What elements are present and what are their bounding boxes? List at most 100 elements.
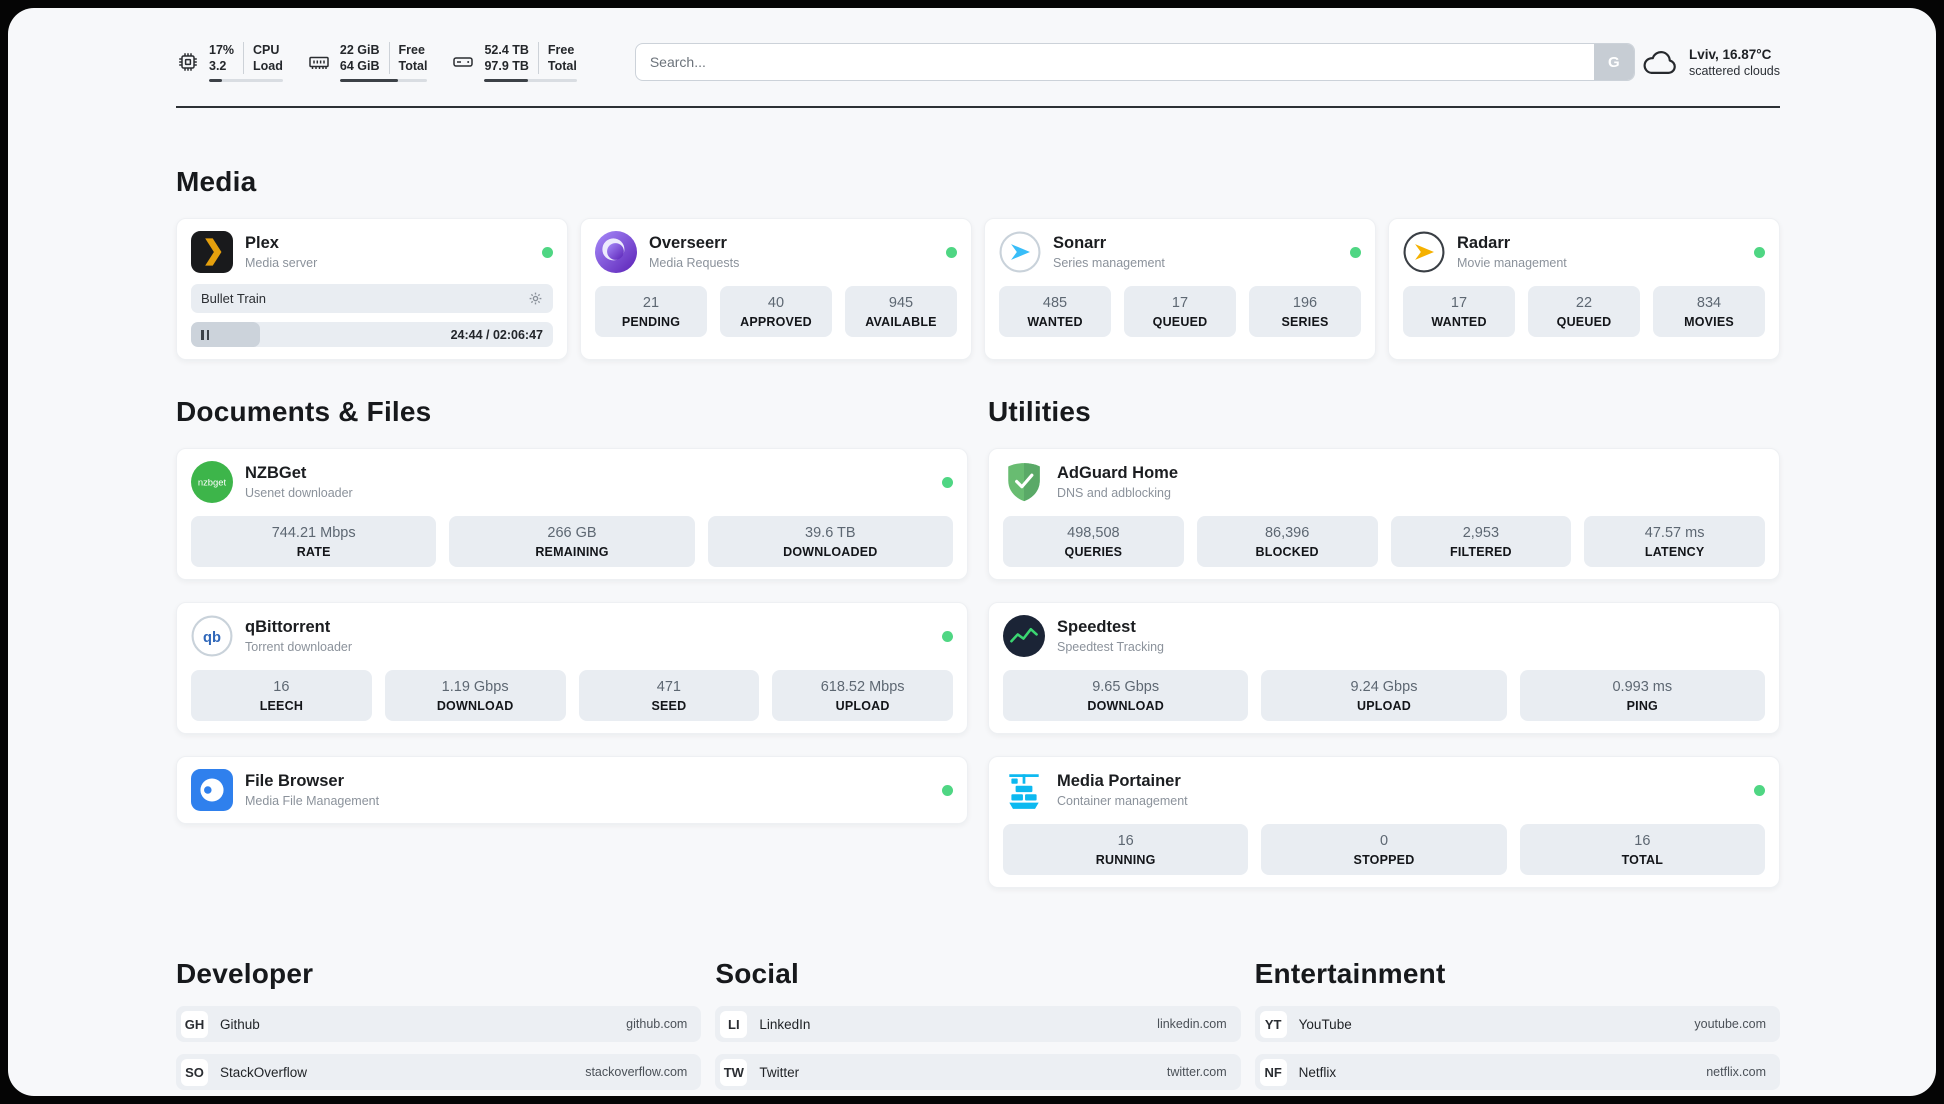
stat-value: 498,508 — [1067, 525, 1120, 541]
stat-ping: 0.993 ms PING — [1519, 670, 1765, 721]
stat-pending: 21 PENDING — [595, 286, 707, 337]
stat-label: DOWNLOAD — [436, 699, 514, 713]
stat-value: 47.57 ms — [1644, 525, 1705, 541]
stat-label: MOVIES — [1684, 315, 1734, 329]
stat-value: 266 GB — [547, 525, 597, 541]
cpu-load-label: Load — [243, 58, 283, 74]
cpu-load-value: 3.2 — [209, 59, 227, 73]
cpu-chip-icon — [179, 53, 197, 71]
app-subtitle: Usenet downloader — [245, 486, 353, 500]
stat-value: 834 — [1696, 295, 1722, 311]
plex-card[interactable]: Plex Media server Bullet Train 24:44 / 0 — [176, 218, 568, 360]
stat-approved: 40 APPROVED — [720, 286, 832, 337]
section-title-developer: Developer — [176, 958, 314, 989]
portainer-card[interactable]: Media Portainer Container management 16 … — [988, 756, 1780, 888]
now-playing-bar: Bullet Train — [191, 284, 553, 313]
stat-queued: 22 QUEUED — [1528, 286, 1640, 337]
svg-text:qb: qb — [203, 630, 221, 646]
stat-label: LATENCY — [1644, 545, 1705, 559]
stat-latency: 47.57 ms LATENCY — [1584, 516, 1765, 567]
stat-value: 485 — [1042, 295, 1068, 311]
stat-value: 22 — [1575, 295, 1593, 311]
app-name: qBittorrent — [245, 618, 331, 636]
disk-progress-fill — [484, 79, 528, 82]
adguard-shield-icon — [1003, 461, 1045, 503]
ram-icon — [309, 56, 329, 69]
bookmark-url: twitter.com — [1166, 1065, 1227, 1079]
nzbget-card[interactable]: nzbget NZBGet Usenet downloader 744.21 M… — [176, 448, 968, 580]
stat-label: DOWNLOAD — [1087, 699, 1164, 713]
app-subtitle: Container management — [1057, 794, 1188, 808]
bookmark-name: StackOverflow — [220, 1064, 308, 1080]
qbittorrent-card[interactable]: qb qBittorrent Torrent downloader 16 — [176, 602, 968, 734]
overseerr-card[interactable]: Overseerr Media Requests 21 PENDING 40 A… — [580, 218, 972, 360]
stat-value: 2,953 — [1462, 525, 1500, 541]
bookmark-linkedin[interactable]: LI LinkedIn linkedin.com — [715, 1006, 1241, 1042]
portainer-icon — [1003, 769, 1045, 811]
app-subtitle: Media File Management — [245, 794, 380, 808]
top-bar: 17% CPU 3.2 Load 22 Gi — [176, 42, 1780, 82]
app-name: Plex — [245, 234, 279, 252]
bookmark-url: netflix.com — [1706, 1065, 1766, 1079]
stat-value: 17 — [1450, 295, 1468, 311]
overseerr-icon — [595, 231, 637, 273]
svg-text:nzbget: nzbget — [198, 478, 227, 489]
gear-icon[interactable] — [528, 291, 543, 306]
bookmark-name: Netflix — [1298, 1064, 1337, 1080]
stat-label: WANTED — [1027, 315, 1083, 329]
media-grid: Plex Media server Bullet Train 24:44 / 0 — [176, 218, 1780, 360]
stat-value: 21 — [642, 295, 660, 311]
bookmark-url: linkedin.com — [1157, 1017, 1227, 1031]
sonarr-icon — [999, 231, 1041, 273]
filebrowser-card[interactable]: File Browser Media File Management — [176, 756, 968, 824]
bookmark-github[interactable]: GH Github github.com — [176, 1006, 702, 1042]
ram-free-label: Free — [388, 42, 428, 58]
speedtest-icon — [1003, 615, 1045, 657]
speedtest-card[interactable]: Speedtest Speedtest Tracking 9.65 Gbps D… — [988, 602, 1780, 734]
bookmark-name: Twitter — [759, 1064, 800, 1080]
stat-rate: 744.21 Mbps RATE — [191, 516, 437, 567]
bookmark-badge: YT — [1259, 1010, 1287, 1038]
cpu-widget: 17% CPU 3.2 Load — [176, 42, 283, 82]
sonarr-card[interactable]: Sonarr Series management 485 WANTED 17 Q… — [984, 218, 1376, 360]
stat-label: APPROVED — [740, 315, 812, 329]
bookmark-url: youtube.com — [1694, 1017, 1766, 1031]
stat-value: 1.19 Gbps — [441, 679, 509, 695]
pause-button[interactable] — [201, 329, 209, 340]
stat-value: 16 — [273, 679, 290, 695]
now-playing-title: Bullet Train — [201, 291, 267, 306]
bookmark-youtube[interactable]: YT YouTube youtube.com — [1254, 1006, 1780, 1042]
app-name: Radarr — [1457, 234, 1511, 252]
section-title-media: Media — [176, 166, 257, 197]
stat-series: 196 SERIES — [1249, 286, 1361, 337]
stat-blocked: 86,396 BLOCKED — [1196, 516, 1378, 567]
search-bar: G — [634, 43, 1635, 81]
bookmark-twitter[interactable]: TW Twitter twitter.com — [715, 1054, 1241, 1090]
section-title-utilities: Utilities — [988, 396, 1091, 427]
playback-progress-bar[interactable]: 24:44 / 02:06:47 — [191, 322, 553, 347]
disk-total-value: 97.9 TB — [484, 59, 529, 73]
bookmark-badge: TW — [720, 1058, 748, 1086]
stat-label: BLOCKED — [1255, 545, 1319, 559]
stat-value: 86,396 — [1264, 525, 1310, 541]
plex-icon — [191, 231, 233, 273]
weather-widget: Lviv, 16.87°C scattered clouds — [1641, 46, 1780, 79]
radarr-card[interactable]: Radarr Movie management 17 WANTED 22 QUE… — [1388, 218, 1780, 360]
cpu-progress-bar — [209, 79, 283, 82]
bookmark-stackoverflow[interactable]: SO StackOverflow stackoverflow.com — [176, 1054, 702, 1090]
search-input[interactable] — [634, 43, 1635, 81]
stat-value: 40 — [767, 295, 785, 311]
stat-label: UPLOAD — [835, 699, 890, 713]
stat-value: 471 — [656, 679, 681, 695]
status-dot — [1350, 246, 1361, 258]
bookmark-name: LinkedIn — [759, 1016, 811, 1032]
app-subtitle: Movie management — [1457, 256, 1567, 270]
stat-label: UPLOAD — [1357, 699, 1411, 713]
weather-location: Lviv, 16.87°C — [1688, 46, 1772, 62]
stat-label: FILTERED — [1449, 545, 1512, 559]
stat-label: RUNNING — [1095, 853, 1156, 867]
search-engine-button[interactable]: G — [1593, 44, 1634, 80]
bookmark-netflix[interactable]: NF Netflix netflix.com — [1254, 1054, 1780, 1090]
adguard-card[interactable]: AdGuard Home DNS and adblocking 498,508 … — [988, 448, 1780, 580]
dashboard-frame: 17% CPU 3.2 Load 22 Gi — [8, 8, 1936, 1096]
